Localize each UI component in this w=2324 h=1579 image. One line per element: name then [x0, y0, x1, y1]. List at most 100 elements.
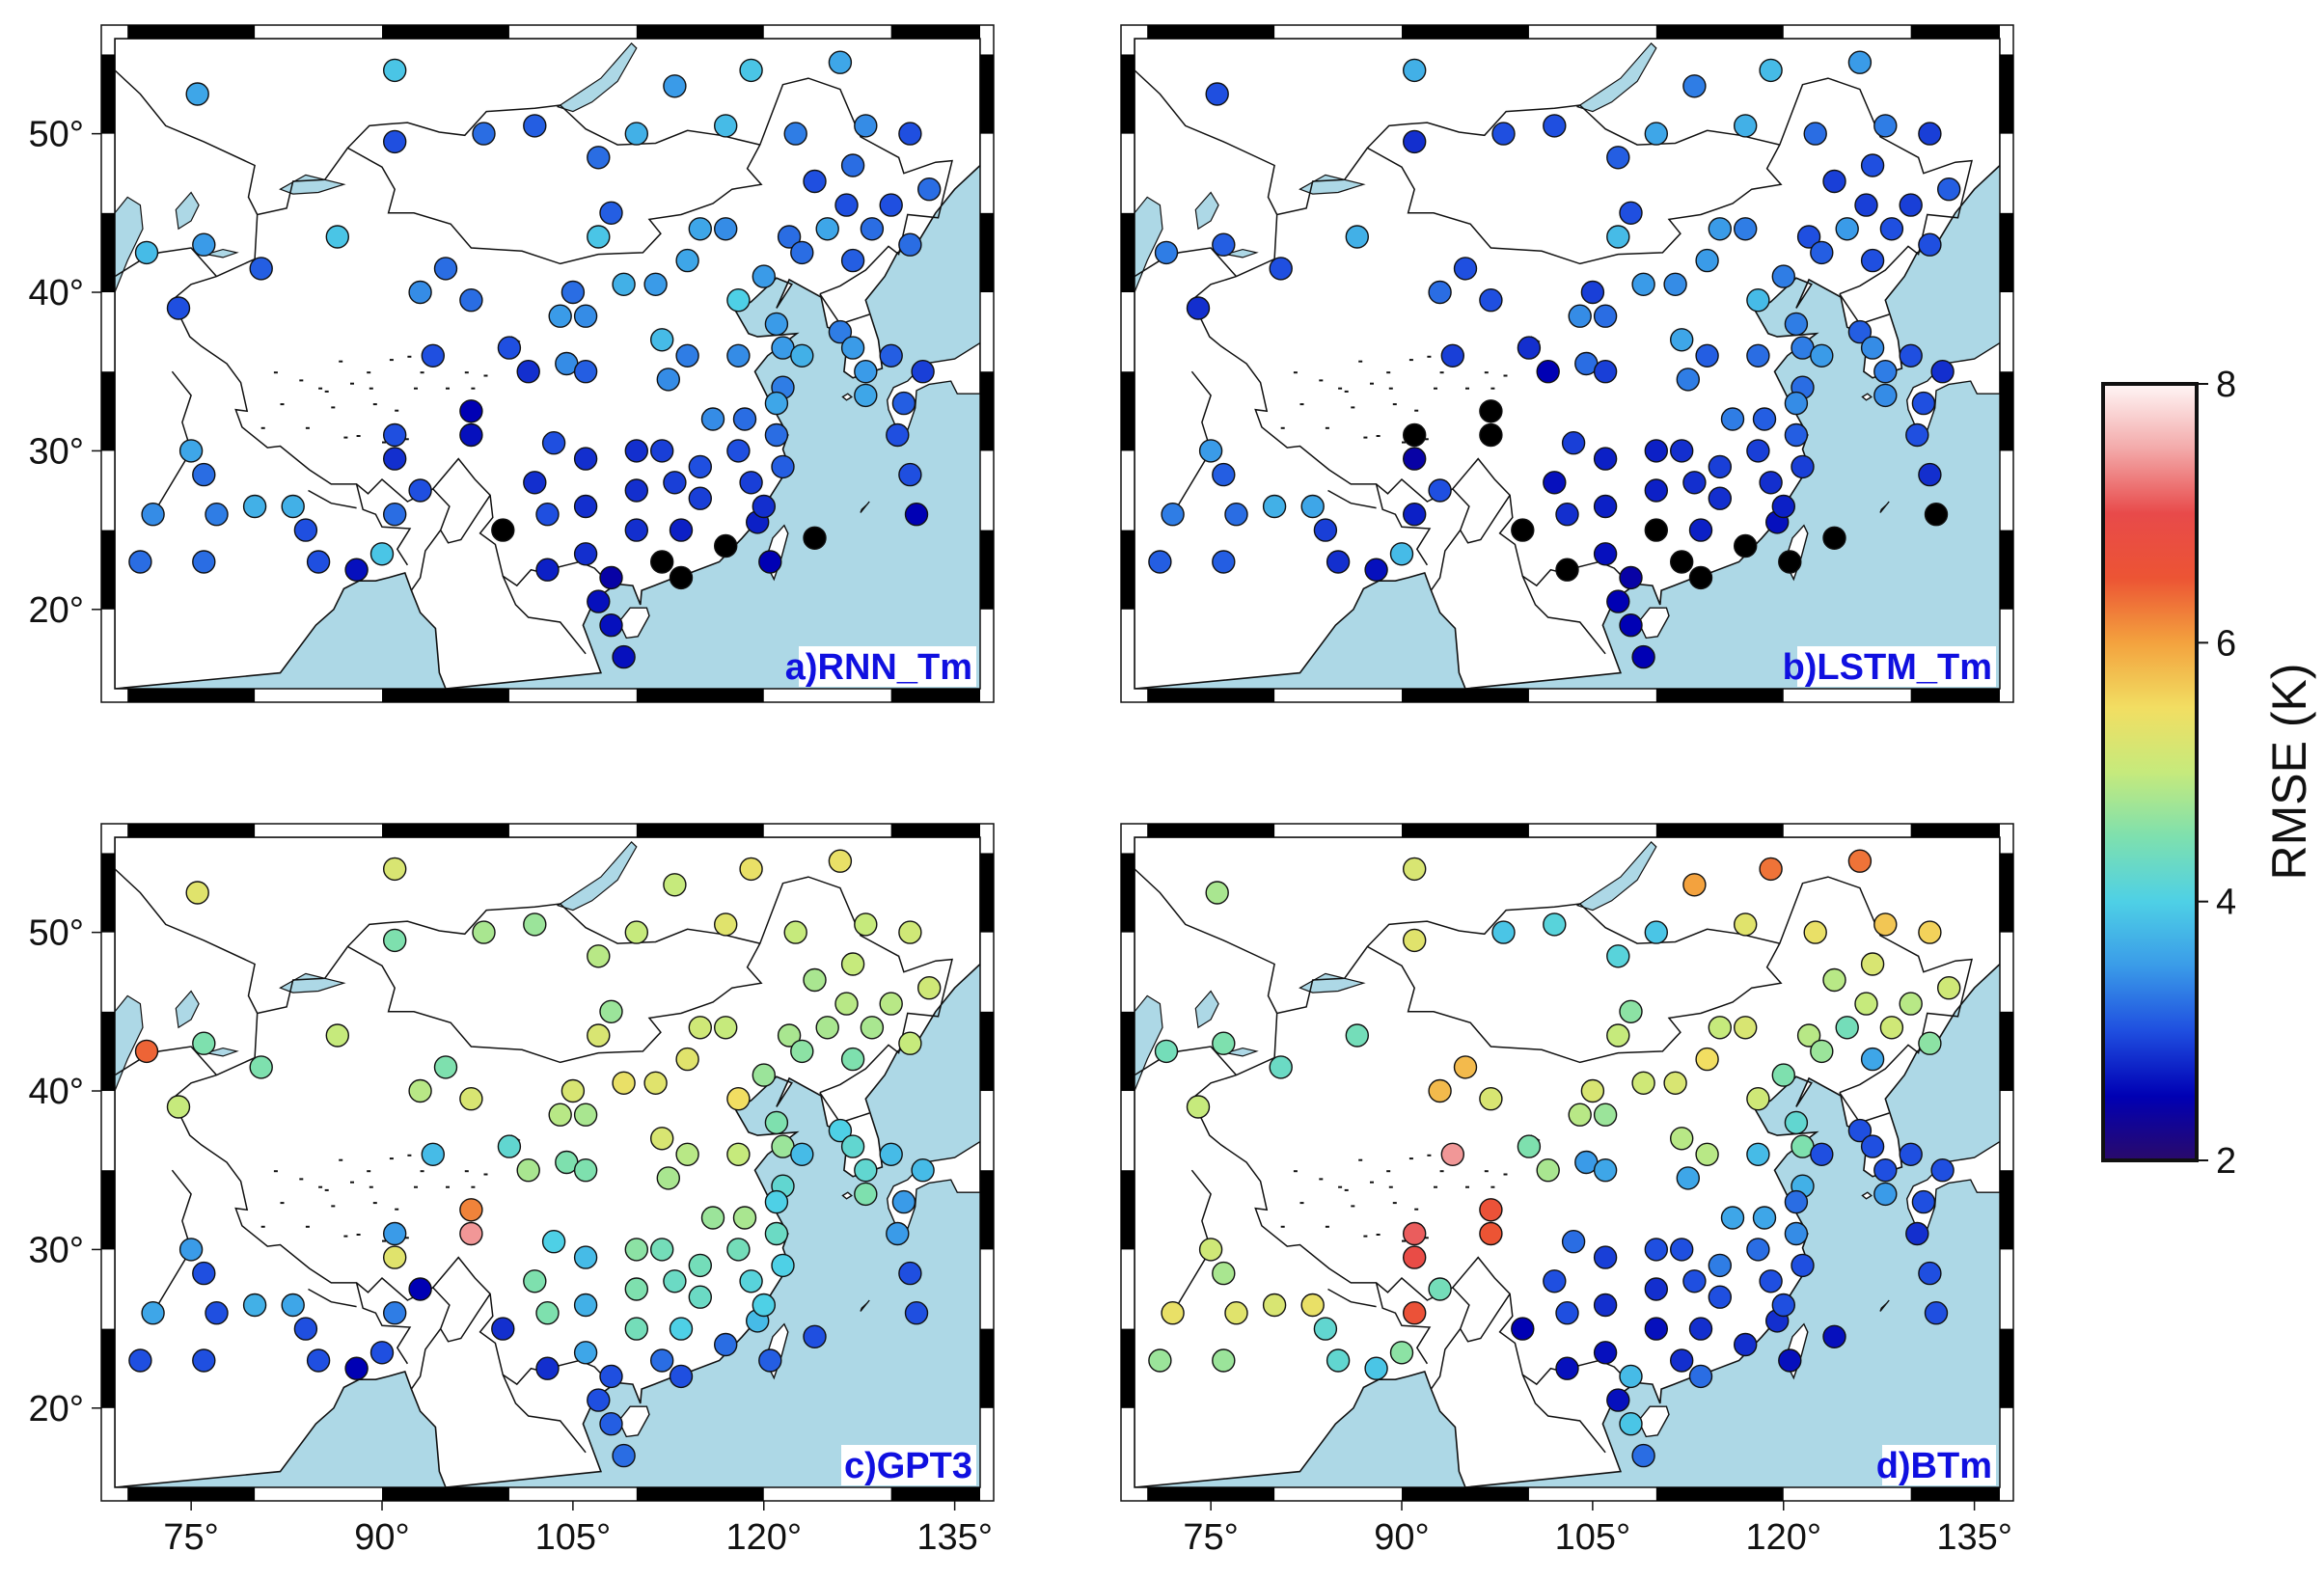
border-line — [1135, 868, 1278, 1014]
station-marker — [1669, 550, 1694, 574]
station-marker — [886, 1221, 910, 1246]
station-marker — [1873, 1157, 1898, 1183]
station-marker — [764, 312, 789, 337]
small-lake — [324, 390, 329, 393]
small-lake — [1319, 379, 1324, 382]
station-marker — [771, 1253, 795, 1278]
station-marker — [1205, 82, 1229, 106]
station-marker — [1326, 550, 1351, 574]
small-lake — [1392, 1202, 1397, 1205]
small-lake — [1503, 374, 1508, 377]
small-lake — [1414, 409, 1419, 412]
border-line — [1190, 876, 1973, 1100]
station-marker — [1428, 1078, 1452, 1103]
station-marker — [573, 494, 598, 519]
small-lake — [1358, 360, 1363, 363]
station-marker — [828, 1118, 853, 1143]
station-marker — [891, 1189, 916, 1214]
station-marker — [1198, 1238, 1223, 1262]
station-marker — [433, 1055, 458, 1079]
station-marker — [1746, 1086, 1770, 1111]
island — [1637, 1405, 1670, 1438]
station-marker — [408, 478, 432, 503]
lake — [1194, 990, 1219, 1029]
small-lake — [389, 1157, 394, 1160]
station-marker — [497, 1134, 522, 1158]
small-lake — [1386, 371, 1391, 374]
station-marker — [1212, 1031, 1236, 1055]
station-marker — [1402, 1221, 1427, 1246]
small-lake — [1293, 1170, 1298, 1173]
station-marker — [790, 343, 814, 368]
panel-label: a)RNN_Tm — [785, 646, 976, 688]
station-marker — [726, 343, 751, 368]
station-marker — [1746, 1142, 1770, 1167]
station-marker — [739, 471, 763, 495]
station-marker — [771, 454, 795, 479]
station-marker — [1733, 912, 1758, 937]
station-marker — [166, 1095, 191, 1119]
small-lake — [367, 371, 371, 374]
station-marker — [1899, 343, 1923, 368]
station-marker — [1300, 494, 1325, 519]
small-lake — [299, 379, 304, 382]
station-marker — [675, 1142, 699, 1167]
station-marker — [192, 1261, 216, 1286]
small-lake — [372, 1202, 377, 1205]
station-marker — [777, 225, 802, 249]
station-marker — [1154, 240, 1179, 265]
station-marker — [1784, 1221, 1809, 1246]
station-marker — [752, 1293, 776, 1318]
station-marker — [587, 146, 611, 170]
station-marker — [1269, 1055, 1293, 1079]
station-marker — [541, 1229, 566, 1254]
small-lake — [1408, 359, 1413, 362]
station-marker — [459, 288, 483, 313]
station-marker — [1695, 1142, 1719, 1167]
station-marker — [178, 439, 204, 463]
lon-tick-label: 105° — [535, 1517, 612, 1558]
border-line — [1521, 575, 1606, 655]
panel-label: d)BTm — [1876, 1445, 1996, 1486]
station-marker — [1479, 422, 1503, 448]
border-line — [151, 370, 192, 515]
station-marker — [714, 533, 738, 558]
station-marker — [643, 1071, 668, 1096]
station-marker — [1899, 193, 1923, 217]
small-lake — [369, 387, 373, 390]
station-marker — [1746, 343, 1770, 368]
station-marker — [1644, 518, 1669, 542]
station-marker — [783, 920, 807, 944]
station-marker — [1313, 518, 1338, 542]
small-lake — [1386, 1170, 1391, 1173]
small-lake — [1490, 387, 1495, 390]
small-lake — [1344, 390, 1349, 393]
station-marker — [854, 114, 878, 138]
station-marker — [1733, 533, 1758, 558]
lon-tick-label: 75° — [163, 1517, 218, 1558]
station-marker — [1543, 1269, 1567, 1293]
small-lake — [464, 371, 469, 374]
station-marker — [1924, 503, 1949, 527]
small-lake — [1363, 1235, 1368, 1238]
station-marker — [764, 1110, 789, 1135]
lake — [1575, 841, 1657, 912]
station-marker — [459, 422, 483, 448]
station-marker — [1555, 1356, 1579, 1380]
station-marker — [752, 1063, 776, 1087]
lake — [556, 42, 638, 113]
station-marker — [752, 264, 776, 288]
station-marker — [1803, 920, 1827, 944]
border-line — [1460, 494, 1511, 544]
station-marker — [1364, 1356, 1388, 1380]
station-marker — [1835, 217, 1859, 241]
station-marker — [1695, 343, 1719, 368]
small-lake — [1484, 1170, 1489, 1173]
station-marker — [573, 1245, 598, 1269]
border-line — [1171, 370, 1212, 515]
station-marker — [650, 328, 674, 352]
station-marker — [1326, 1348, 1351, 1373]
lon-tick-label: 90° — [354, 1517, 409, 1558]
station-marker — [1555, 503, 1579, 527]
station-marker — [790, 1039, 814, 1064]
